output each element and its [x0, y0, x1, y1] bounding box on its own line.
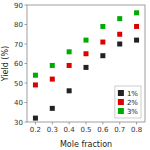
point [117, 42, 122, 47]
points [33, 10, 139, 120]
legend-swatch [118, 99, 124, 105]
point [33, 73, 38, 78]
y-tick [25, 5, 28, 6]
point [67, 49, 72, 54]
y-tick [25, 102, 28, 103]
x-tick-label: 0.6 [97, 126, 109, 134]
point [50, 77, 55, 82]
x-tick-label: 0.5 [80, 126, 91, 134]
point [50, 106, 55, 111]
point [134, 10, 139, 15]
y-tick-label: 70 [14, 41, 23, 49]
y-tick [25, 83, 28, 84]
point [100, 24, 105, 29]
legend-label: 1% [127, 90, 138, 98]
point [100, 40, 105, 45]
point [117, 32, 122, 37]
x-tick-label: 0.7 [114, 126, 125, 134]
x-axis-label: Mole fraction [60, 140, 112, 149]
y-tick-label: 30 [14, 119, 23, 127]
legend-swatch [118, 90, 124, 96]
x-tick [52, 122, 53, 125]
x-tick [136, 122, 137, 125]
y-tick-label: 80 [14, 21, 23, 29]
x-tick-label: 0.8 [131, 126, 142, 134]
point [84, 65, 89, 70]
point [84, 38, 89, 43]
x-tick [119, 122, 120, 125]
y-tick [25, 44, 28, 45]
legend-swatch [118, 108, 124, 114]
point [33, 82, 38, 87]
legend-frame [115, 86, 141, 118]
x-tick [35, 122, 36, 125]
y-tick-label: 50 [14, 80, 23, 88]
chart: 0.2 0.3 0.4 0.5 0.6 0.7 0.8 30 40 50 60 70 80 90 Mole … [0, 0, 150, 150]
y-tick-label: 40 [14, 99, 23, 107]
y-tick-label: 60 [14, 60, 23, 68]
point [33, 116, 38, 121]
legend-label: 2% [127, 99, 138, 107]
y-tick [25, 122, 28, 123]
x-tick [69, 122, 70, 125]
x-tick [86, 122, 87, 125]
x-tick-label: 0.4 [64, 126, 76, 134]
y-tick [25, 63, 28, 64]
plot-frame [27, 5, 145, 122]
legend-label: 3% [127, 108, 138, 116]
y-tick [25, 24, 28, 25]
point [134, 24, 139, 29]
x-tick [102, 122, 103, 125]
point [67, 63, 72, 68]
x-tick-label: 0.2 [30, 126, 41, 134]
point [84, 51, 89, 56]
point [134, 38, 139, 43]
point [50, 63, 55, 68]
point [117, 16, 122, 21]
x-tick-label: 0.3 [47, 126, 58, 134]
y-axis-label: Yield (%) [1, 46, 10, 82]
legend: 1%2%3% [115, 86, 141, 118]
point [100, 53, 105, 58]
point [67, 88, 72, 93]
y-tick-label: 90 [14, 2, 23, 10]
